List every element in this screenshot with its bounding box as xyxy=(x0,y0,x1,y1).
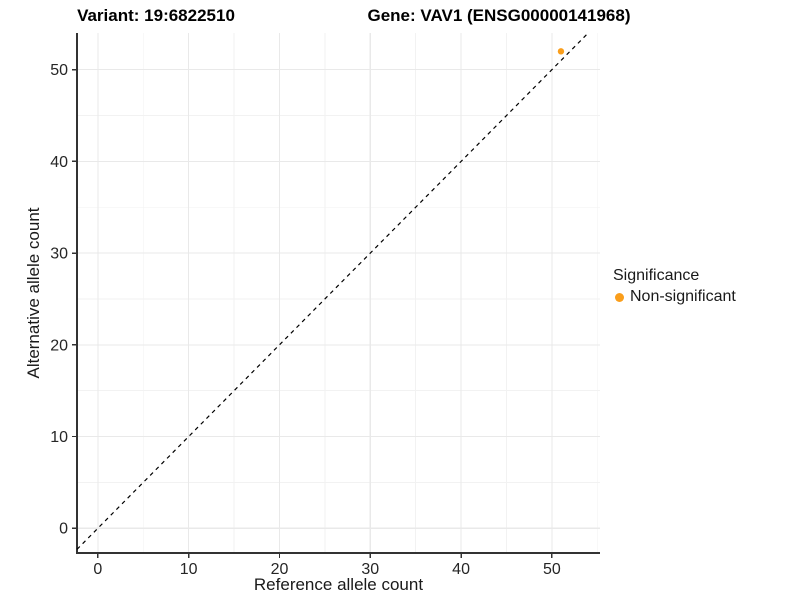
x-tick-label: 30 xyxy=(361,561,379,578)
legend: Significance Non-significant xyxy=(613,267,736,306)
x-tick-label: 10 xyxy=(180,561,198,578)
y-tick-label: 0 xyxy=(59,521,68,538)
identity-line xyxy=(76,32,589,550)
y-tick-label: 20 xyxy=(50,337,68,354)
variant-title: Variant: 19:6822510 xyxy=(77,6,235,25)
y-tick-label: 40 xyxy=(50,154,68,171)
x-tick-label: 0 xyxy=(93,561,102,578)
x-tick-label: 20 xyxy=(271,561,289,578)
y-tick-label: 30 xyxy=(50,246,68,263)
x-tick-label: 40 xyxy=(452,561,470,578)
legend-item-label: Non-significant xyxy=(630,288,736,305)
legend-point-icon xyxy=(615,292,624,302)
data-point xyxy=(557,48,565,55)
y-tick-label: 10 xyxy=(50,429,68,446)
gene-title: Gene: VAV1 (ENSG00000141968) xyxy=(367,6,631,25)
y-tick-label: 50 xyxy=(50,62,68,79)
x-axis-label: Reference allele count xyxy=(253,575,424,594)
x-tick-label: 50 xyxy=(543,561,561,578)
y-axis-label: Alternative allele count xyxy=(24,207,43,379)
legend-title: Significance xyxy=(613,267,700,284)
legend-item-non-significant: Non-significant xyxy=(613,288,736,306)
